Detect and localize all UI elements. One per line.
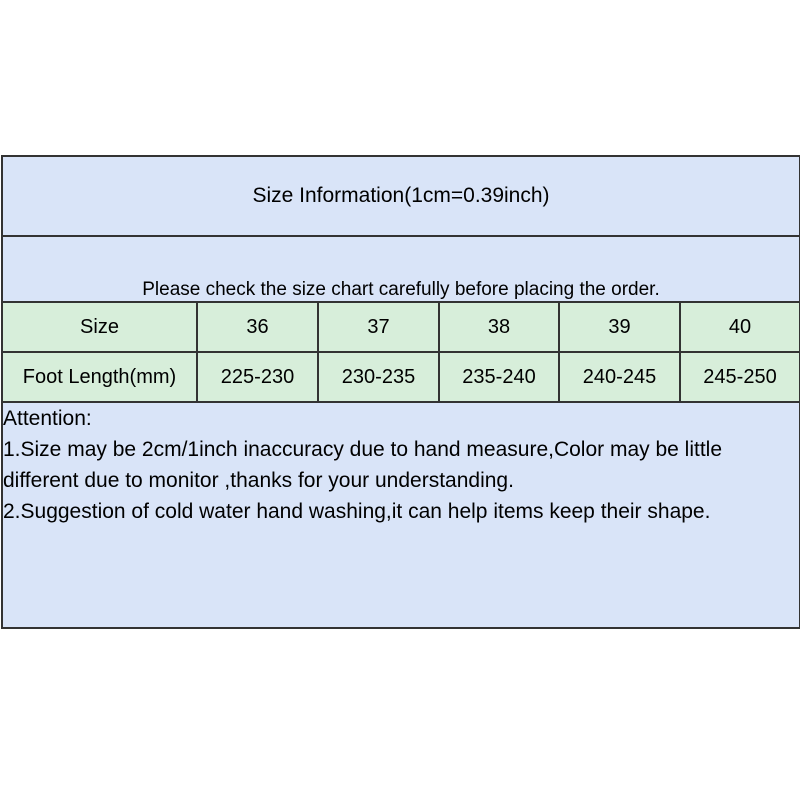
table-row: Size 36 37 38 39 40	[1, 301, 800, 353]
foot-length-cell: 245-250	[679, 351, 800, 403]
foot-length-cell: 240-245	[558, 351, 681, 403]
attention-heading: Attention:	[3, 407, 92, 430]
attention-section: Attention: 1.Size may be 2cm/1inch inacc…	[1, 401, 800, 629]
size-chart-note: Please check the size chart carefully be…	[1, 235, 800, 303]
size-chart-table: Size Information(1cm=0.39inch) Please ch…	[1, 155, 800, 629]
foot-length-cell: 225-230	[196, 351, 319, 403]
foot-length-cell: 230-235	[317, 351, 440, 403]
size-information-title: Size Information(1cm=0.39inch)	[1, 155, 800, 237]
table-row: Attention: 1.Size may be 2cm/1inch inacc…	[1, 401, 800, 629]
table-row: Size Information(1cm=0.39inch)	[1, 155, 800, 237]
table-row: Please check the size chart carefully be…	[1, 235, 800, 303]
size-cell: 38	[438, 301, 560, 353]
attention-line: 1.Size may be 2cm/1inch inaccuracy due t…	[3, 438, 723, 492]
size-cell: 40	[679, 301, 800, 353]
foot-length-cell: 235-240	[438, 351, 560, 403]
foot-length-row-header: Foot Length(mm)	[1, 351, 198, 403]
size-cell: 39	[558, 301, 681, 353]
size-cell: 36	[196, 301, 319, 353]
table-row: Foot Length(mm) 225-230 230-235 235-240 …	[1, 351, 800, 403]
size-cell: 37	[317, 301, 440, 353]
attention-line: 2.Suggestion of cold water hand washing,…	[3, 500, 711, 523]
size-row-header: Size	[1, 301, 198, 353]
